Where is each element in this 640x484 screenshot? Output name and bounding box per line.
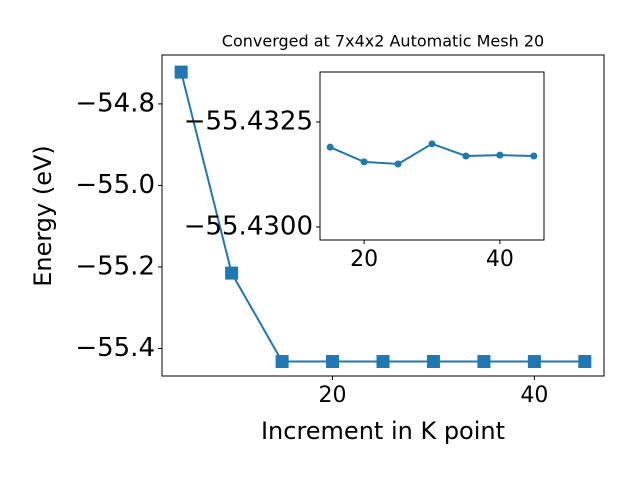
y-axis-label: Energy (eV) bbox=[29, 145, 57, 287]
marker bbox=[477, 355, 491, 369]
x-tick-label: 20 bbox=[350, 247, 378, 272]
marker bbox=[376, 355, 390, 369]
y-tick-label: −55.2 bbox=[75, 251, 155, 281]
marker bbox=[530, 152, 538, 160]
y-tick-label: −54.8 bbox=[75, 88, 155, 118]
y-tick-label: −55.4300 bbox=[184, 211, 313, 241]
x-tick-label: 20 bbox=[319, 383, 347, 408]
x-axis-label: Increment in K point bbox=[261, 417, 505, 445]
y-tick-label: −55.4 bbox=[75, 333, 155, 363]
x-tick-label: 40 bbox=[486, 247, 514, 272]
marker bbox=[496, 151, 504, 159]
marker bbox=[578, 355, 592, 369]
marker bbox=[527, 355, 541, 369]
x-tick-label: 40 bbox=[520, 383, 548, 408]
y-tick-label: −55.0 bbox=[75, 170, 155, 200]
marker bbox=[225, 266, 239, 280]
marker bbox=[326, 143, 334, 151]
marker bbox=[275, 355, 289, 369]
marker bbox=[394, 160, 402, 168]
marker bbox=[360, 158, 368, 166]
marker bbox=[462, 152, 470, 160]
marker bbox=[326, 355, 340, 369]
marker bbox=[428, 140, 436, 148]
marker bbox=[174, 65, 188, 79]
y-tick-label: −55.4325 bbox=[184, 106, 313, 136]
marker bbox=[426, 355, 440, 369]
chart-title: Converged at 7x4x2 Automatic Mesh 20 bbox=[222, 32, 544, 51]
